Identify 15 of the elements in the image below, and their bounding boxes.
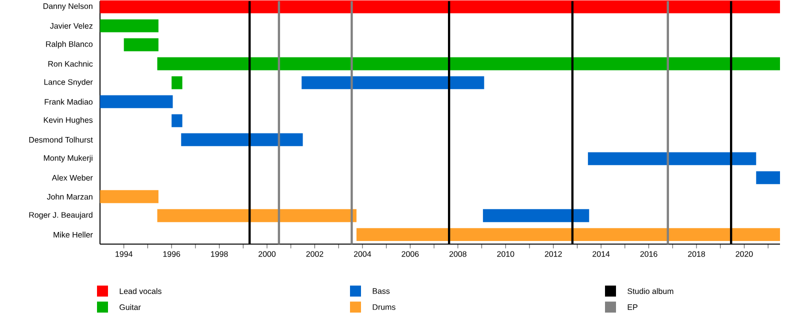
bar xyxy=(100,0,780,14)
bar xyxy=(100,19,158,32)
bar xyxy=(157,57,780,70)
bar xyxy=(172,76,182,90)
bar xyxy=(756,171,780,184)
bar xyxy=(302,76,484,90)
bar xyxy=(124,38,158,52)
bar xyxy=(181,133,303,146)
bar xyxy=(157,209,356,222)
bar xyxy=(482,209,590,222)
bar xyxy=(356,228,780,242)
bar xyxy=(172,114,182,128)
bar xyxy=(100,190,158,204)
bar xyxy=(100,95,173,108)
bar xyxy=(588,152,756,166)
